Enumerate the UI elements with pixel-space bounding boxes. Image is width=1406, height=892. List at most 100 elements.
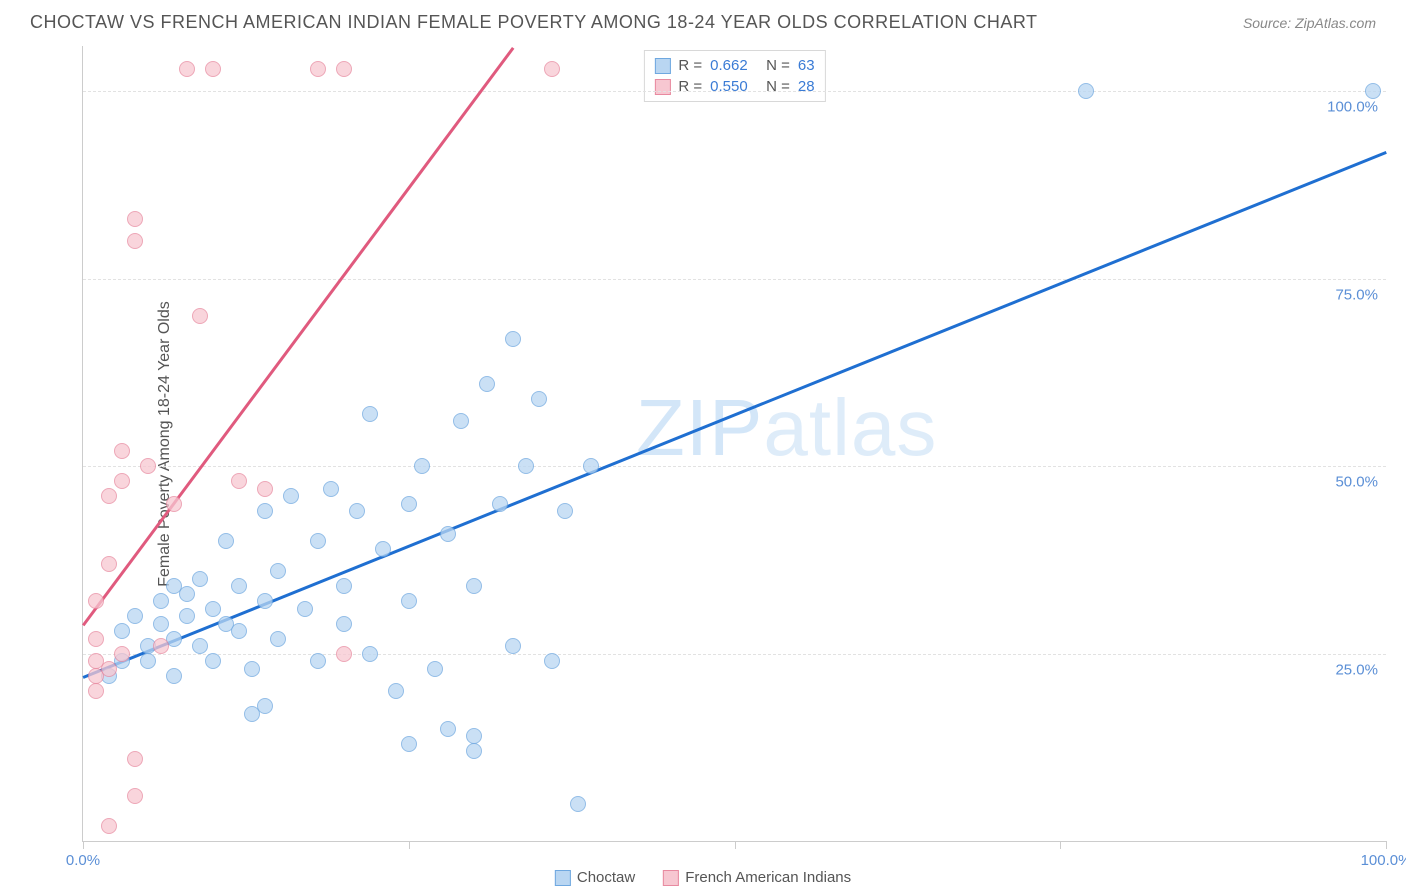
data-point	[440, 526, 456, 542]
x-tick	[1386, 841, 1387, 849]
watermark: ZIPatlas	[636, 382, 937, 474]
x-tick-label: 0.0%	[66, 852, 100, 869]
data-point	[270, 631, 286, 647]
chart-title: CHOCTAW VS FRENCH AMERICAN INDIAN FEMALE…	[30, 12, 1038, 33]
data-point	[101, 556, 117, 572]
data-point	[466, 728, 482, 744]
data-point	[544, 61, 560, 77]
legend-row: R =0.550N =28	[654, 76, 814, 97]
data-point	[401, 496, 417, 512]
plot-region: ZIPatlas R =0.662N =63R =0.550N =28 25.0…	[82, 46, 1386, 842]
data-point	[362, 406, 378, 422]
data-point	[114, 646, 130, 662]
data-point	[492, 496, 508, 512]
data-point	[205, 601, 221, 617]
data-point	[101, 661, 117, 677]
data-point	[153, 616, 169, 632]
data-point	[257, 698, 273, 714]
legend-swatch	[654, 58, 670, 74]
chart-area: Female Poverty Among 18-24 Year Olds ZIP…	[60, 46, 1386, 842]
data-point	[166, 668, 182, 684]
gridline	[83, 654, 1386, 655]
y-tick-label: 100.0%	[1327, 99, 1378, 116]
data-point	[114, 623, 130, 639]
data-point	[505, 331, 521, 347]
data-point	[88, 683, 104, 699]
data-point	[192, 638, 208, 654]
correlation-legend: R =0.662N =63R =0.550N =28	[643, 50, 825, 102]
data-point	[231, 473, 247, 489]
data-point	[531, 391, 547, 407]
data-point	[127, 608, 143, 624]
data-point	[270, 563, 286, 579]
x-tick	[409, 841, 410, 849]
data-point	[349, 503, 365, 519]
data-point	[101, 488, 117, 504]
data-point	[231, 623, 247, 639]
data-point	[127, 233, 143, 249]
gridline	[83, 466, 1386, 467]
legend-swatch	[555, 870, 571, 886]
data-point	[1365, 83, 1381, 99]
y-tick-label: 75.0%	[1335, 286, 1378, 303]
data-point	[544, 653, 560, 669]
data-point	[179, 608, 195, 624]
y-tick-label: 25.0%	[1335, 661, 1378, 678]
data-point	[88, 593, 104, 609]
data-point	[101, 818, 117, 834]
data-point	[440, 721, 456, 737]
data-point	[466, 743, 482, 759]
data-point	[557, 503, 573, 519]
gridline	[83, 91, 1386, 92]
data-point	[375, 541, 391, 557]
x-tick	[1060, 841, 1061, 849]
data-point	[114, 473, 130, 489]
data-point	[257, 593, 273, 609]
data-point	[336, 646, 352, 662]
data-point	[218, 533, 234, 549]
data-point	[453, 413, 469, 429]
data-point	[310, 61, 326, 77]
source-attribution: Source: ZipAtlas.com	[1243, 15, 1376, 31]
data-point	[336, 616, 352, 632]
data-point	[257, 503, 273, 519]
x-tick	[735, 841, 736, 849]
x-tick	[83, 841, 84, 849]
data-point	[244, 661, 260, 677]
data-point	[166, 496, 182, 512]
data-point	[1078, 83, 1094, 99]
legend-swatch	[654, 79, 670, 95]
data-point	[127, 211, 143, 227]
data-point	[323, 481, 339, 497]
data-point	[88, 631, 104, 647]
data-point	[336, 578, 352, 594]
data-point	[205, 653, 221, 669]
legend-row: R =0.662N =63	[654, 55, 814, 76]
data-point	[388, 683, 404, 699]
data-point	[153, 593, 169, 609]
data-point	[479, 376, 495, 392]
data-point	[518, 458, 534, 474]
legend-item: French American Indians	[663, 869, 851, 886]
gridline	[83, 279, 1386, 280]
data-point	[401, 593, 417, 609]
data-point	[505, 638, 521, 654]
data-point	[336, 61, 352, 77]
data-point	[401, 736, 417, 752]
x-tick-label: 100.0%	[1361, 852, 1406, 869]
data-point	[570, 796, 586, 812]
data-point	[140, 458, 156, 474]
data-point	[179, 61, 195, 77]
trend-line	[83, 151, 1387, 678]
data-point	[192, 308, 208, 324]
data-point	[283, 488, 299, 504]
y-tick-label: 50.0%	[1335, 474, 1378, 491]
data-point	[179, 586, 195, 602]
data-point	[153, 638, 169, 654]
data-point	[310, 533, 326, 549]
data-point	[192, 571, 208, 587]
data-point	[140, 653, 156, 669]
data-point	[297, 601, 313, 617]
data-point	[127, 751, 143, 767]
data-point	[583, 458, 599, 474]
